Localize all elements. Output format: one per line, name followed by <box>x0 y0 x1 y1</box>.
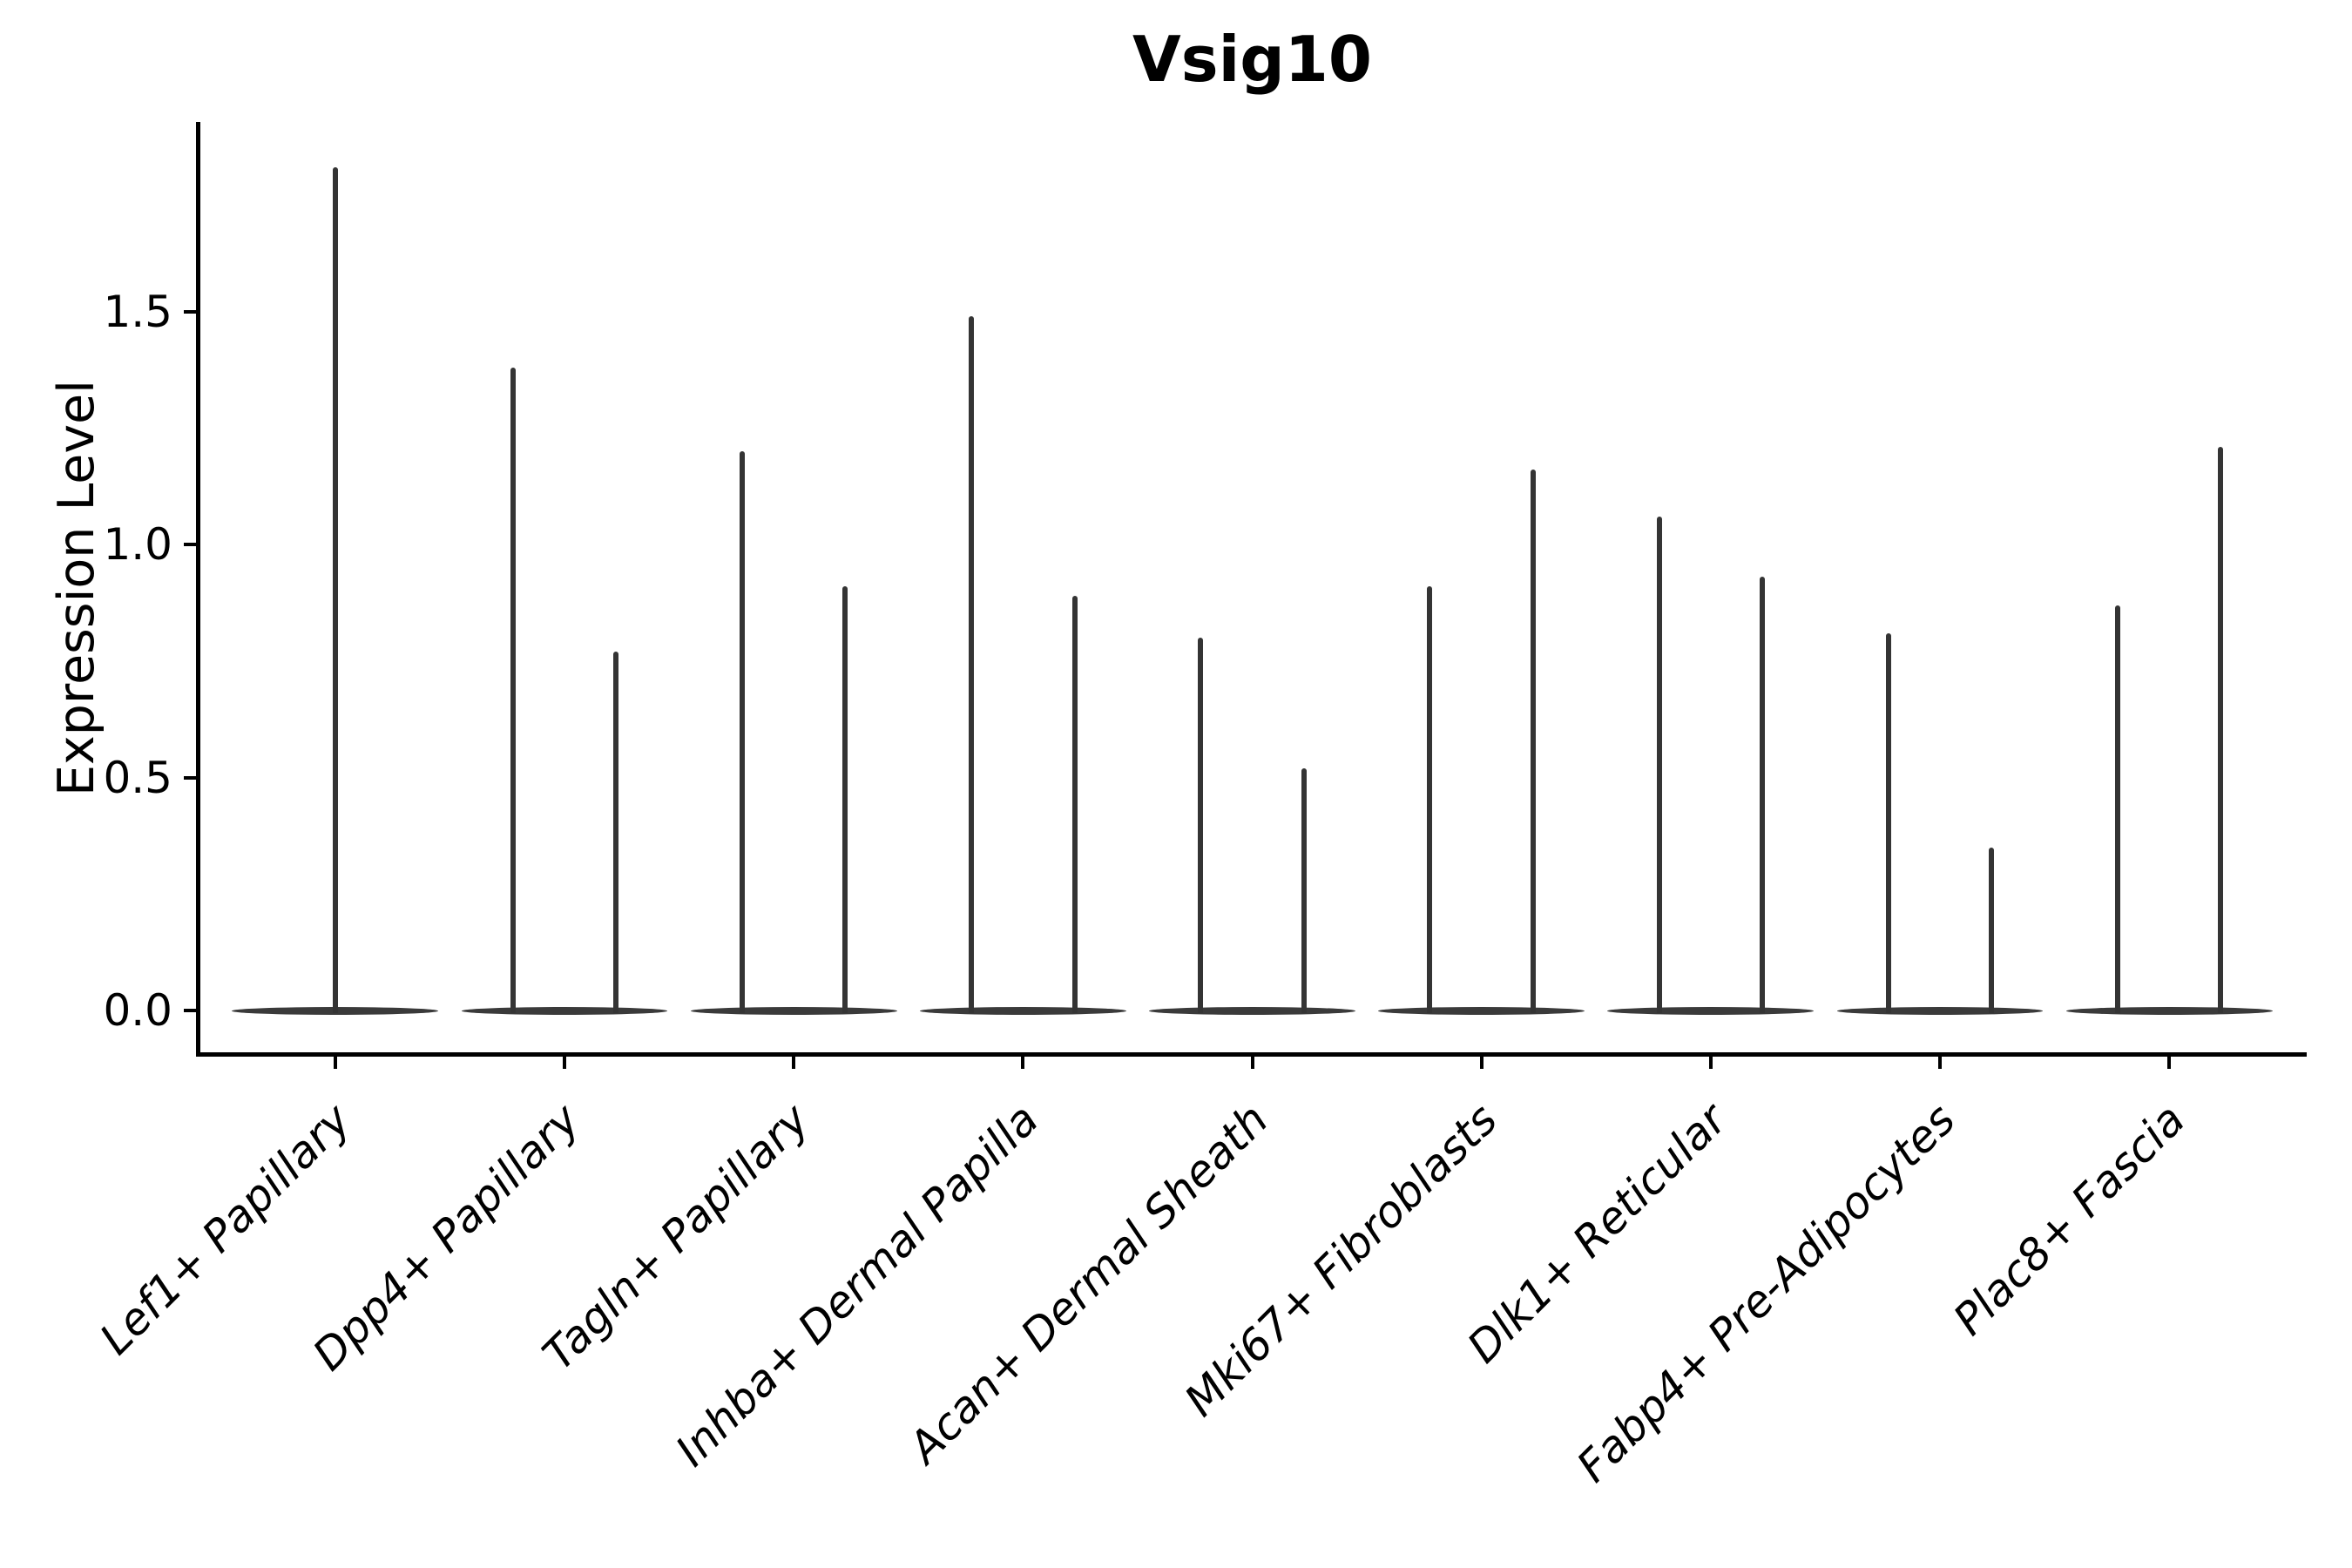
x-tick-mark <box>2167 1054 2172 1069</box>
violin-spike <box>1427 586 1433 1013</box>
y-tick-label: 1.0 <box>103 519 172 570</box>
x-tick-mark <box>333 1054 337 1069</box>
violin-baseline <box>1378 1006 1585 1015</box>
violin-spike <box>510 367 516 1013</box>
x-tick-mark <box>563 1054 567 1069</box>
violin-spike <box>1989 847 1995 1013</box>
violin-spike <box>1198 638 1204 1013</box>
violin-baseline <box>1607 1006 1815 1015</box>
x-tick-mark <box>1479 1054 1484 1069</box>
violin-baseline <box>919 1006 1126 1015</box>
x-tick-label: Fabp4+ Pre-Adipocytes <box>1567 1094 1965 1492</box>
violin-baseline <box>690 1006 897 1015</box>
y-tick-mark <box>184 775 196 780</box>
violin-spike <box>1760 577 1765 1013</box>
y-tick-mark <box>184 309 196 314</box>
violin-spike <box>613 652 619 1013</box>
violin-spike <box>2218 446 2224 1013</box>
violin-spike <box>1071 595 1078 1013</box>
x-tick-label: Plac8+ Fascia <box>1943 1094 2195 1345</box>
violin-baseline <box>461 1006 668 1015</box>
violin-baseline <box>1836 1006 2044 1015</box>
y-axis-label: Expression Level <box>48 380 105 796</box>
y-tick-mark <box>184 543 196 546</box>
y-tick-label: 0.0 <box>103 985 172 1036</box>
violin-spike <box>1301 767 1307 1013</box>
x-tick-mark <box>1937 1054 1942 1069</box>
violin-baseline <box>2065 1006 2273 1015</box>
x-tick-label: Lef1+ Papillary <box>90 1094 361 1365</box>
y-tick-label: 0.5 <box>103 752 172 803</box>
violin-spike <box>1885 632 1891 1013</box>
violin-baseline <box>1149 1006 1355 1015</box>
x-tick-mark <box>1708 1054 1713 1069</box>
violin-spike <box>1530 470 1536 1013</box>
y-tick-label: 1.5 <box>103 286 172 337</box>
x-tick-mark <box>1250 1054 1254 1069</box>
x-tick-mark <box>792 1054 796 1069</box>
violin-spike <box>842 586 848 1013</box>
violin-spike <box>1656 516 1662 1013</box>
violin-spike <box>739 451 745 1013</box>
y-axis-spine <box>196 122 200 1057</box>
x-tick-mark <box>1021 1054 1025 1069</box>
page-title: Vsig10 <box>1132 23 1372 96</box>
x-tick-label: Inhba+ Dermal Papilla <box>666 1094 1049 1477</box>
violin-spike <box>332 166 338 1013</box>
y-tick-mark <box>184 1009 196 1012</box>
violin-spike <box>2114 605 2120 1013</box>
violin-spike <box>969 315 975 1013</box>
